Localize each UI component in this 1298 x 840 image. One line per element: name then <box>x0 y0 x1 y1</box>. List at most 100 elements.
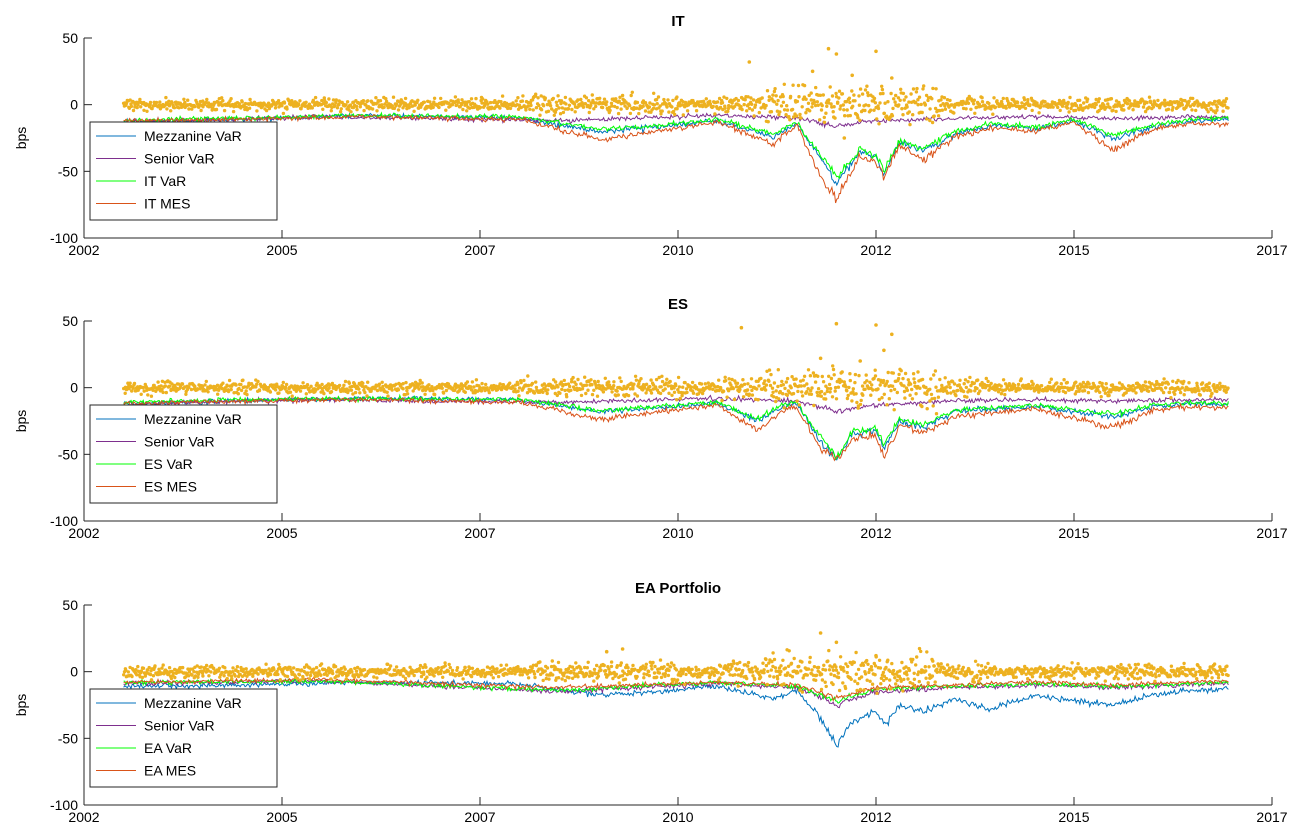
scatter-point <box>244 389 248 393</box>
scatter-point-outlier <box>834 640 839 645</box>
scatter-point <box>647 673 651 678</box>
scatter-point <box>543 96 547 100</box>
scatter-point <box>854 650 858 655</box>
scatter-point <box>631 385 635 389</box>
scatter-point <box>891 668 896 673</box>
scatter-point <box>844 100 849 104</box>
scatter-point <box>792 656 796 661</box>
scatter-point <box>1164 386 1168 390</box>
scatter-point <box>145 109 149 114</box>
scatter-point <box>563 671 567 675</box>
legend-label: Senior VaR <box>144 151 215 167</box>
scatter-point <box>158 100 162 104</box>
scatter-point <box>751 98 756 102</box>
scatter-point <box>377 382 382 386</box>
scatter-point <box>1059 667 1064 672</box>
scatter-point <box>539 94 543 98</box>
scatter-point <box>1105 668 1110 672</box>
scatter-point <box>908 393 912 397</box>
scatter-point <box>560 106 564 110</box>
scatter-point <box>663 674 667 678</box>
chart-title: ES <box>668 296 688 313</box>
scatter-point <box>1117 381 1122 385</box>
scatter-point <box>785 376 790 381</box>
scatter-point <box>526 676 531 680</box>
scatter-point <box>745 109 749 113</box>
scatter-point <box>1212 662 1217 666</box>
scatter-point <box>755 667 759 671</box>
scatter-point <box>1048 677 1052 681</box>
legend-label: EA VaR <box>144 740 192 756</box>
scatter-point <box>977 669 982 674</box>
scatter-point <box>640 666 644 671</box>
scatter-point <box>338 110 343 114</box>
scatter-point <box>788 94 793 99</box>
scatter-point <box>1038 665 1042 669</box>
scatter-point <box>881 378 886 383</box>
scatter-point <box>847 96 852 100</box>
scatter-point <box>520 99 525 103</box>
scatter-point <box>677 385 682 389</box>
scatter-point <box>325 669 329 673</box>
scatter-point <box>871 388 875 392</box>
scatter-point <box>669 661 674 665</box>
scatter-point <box>805 390 809 394</box>
scatter-point <box>1001 96 1005 101</box>
scatter-point <box>453 95 458 99</box>
scatter-point <box>221 381 225 385</box>
scatter-point <box>762 385 767 390</box>
scatter-point <box>813 380 818 384</box>
scatter-point <box>890 661 894 666</box>
scatter-point <box>412 109 416 114</box>
scatter-point <box>715 100 720 104</box>
scatter-point <box>1136 677 1140 681</box>
x-tick-label: 2012 <box>860 242 891 258</box>
scatter-point <box>514 99 518 103</box>
scatter-point <box>516 667 520 671</box>
scatter-point <box>925 117 929 121</box>
scatter-point <box>486 102 490 106</box>
scatter-point <box>1136 104 1141 109</box>
scatter-point <box>947 666 952 670</box>
scatter-point <box>855 400 859 405</box>
scatter-point <box>877 658 882 662</box>
scatter-point <box>893 676 897 680</box>
scatter-point <box>1135 671 1140 676</box>
scatter-point <box>610 104 614 108</box>
scatter-point <box>531 108 535 112</box>
scatter-point <box>964 672 969 677</box>
scatter-point <box>315 381 319 385</box>
scatter-point <box>902 384 906 388</box>
scatter-point <box>1149 671 1154 675</box>
y-tick-label: -100 <box>50 513 78 529</box>
scatter-point <box>829 102 833 106</box>
scatter-point <box>776 384 780 389</box>
scatter-point <box>615 105 619 110</box>
scatter-point <box>964 107 968 111</box>
scatter-point <box>1029 667 1034 671</box>
scatter-point <box>764 657 768 662</box>
scatter-point <box>963 378 968 382</box>
scatter-point <box>818 118 822 122</box>
scatter-point <box>482 103 487 108</box>
scatter-point <box>649 664 653 668</box>
scatter-point <box>231 109 236 114</box>
scatter-point-outlier <box>874 323 878 327</box>
scatter-point <box>833 389 837 393</box>
scatter-point <box>834 668 839 672</box>
scatter-point <box>952 111 956 115</box>
scatter-point <box>833 116 837 120</box>
scatter-point <box>629 382 634 386</box>
scatter-point <box>1035 669 1040 673</box>
scatter-point <box>552 113 556 118</box>
scatter-point <box>675 398 679 402</box>
scatter-point <box>827 648 831 653</box>
scatter-point <box>1169 102 1174 107</box>
scatter-point <box>417 667 422 671</box>
scatter-point <box>675 678 680 682</box>
scatter-point <box>1072 384 1076 388</box>
scatter-point <box>1084 666 1088 671</box>
scatter-point <box>247 106 252 110</box>
scatter-point <box>344 677 348 681</box>
scatter-point <box>1218 381 1222 385</box>
